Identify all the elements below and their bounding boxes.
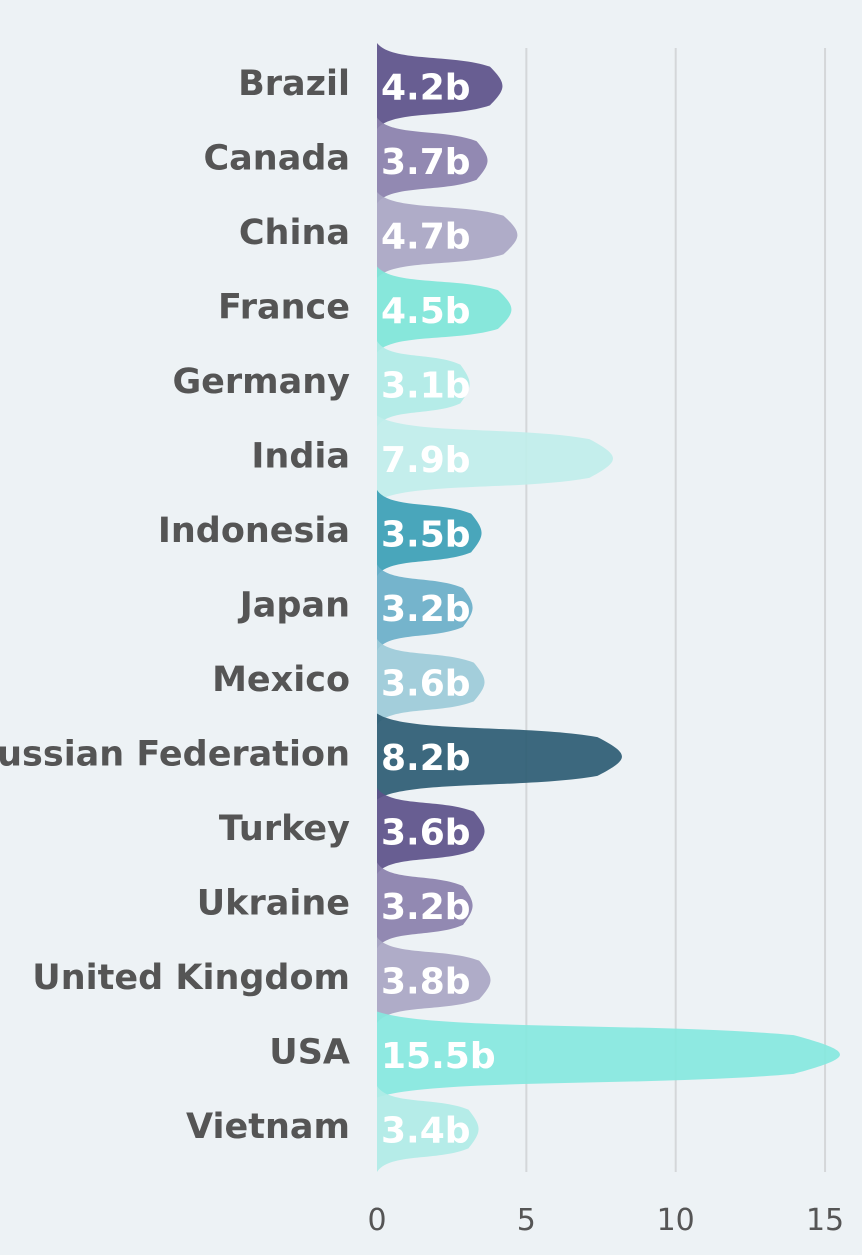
category-label-usa: USA <box>269 1033 350 1073</box>
bar-vietnam <box>377 1086 479 1172</box>
bar-china <box>377 192 518 278</box>
bar-mexico <box>377 639 485 725</box>
value-label-mexico: 3.6b <box>381 664 471 705</box>
category-label-japan: Japan <box>238 586 350 626</box>
value-label-russian-federation: 8.2b <box>381 738 471 779</box>
category-label-united-kingdom: United Kingdom <box>32 958 350 998</box>
value-label-indonesia: 3.5b <box>381 515 471 556</box>
category-label-brazil: Brazil <box>238 64 350 104</box>
value-label-india: 7.9b <box>381 440 471 481</box>
value-label-ukraine: 3.2b <box>381 887 471 928</box>
x-axis-ticks: 0 5 10 15 <box>367 1203 844 1238</box>
x-tick-label-0: 0 <box>367 1203 386 1238</box>
bar-germany <box>377 341 470 427</box>
value-label-germany: 3.1b <box>381 366 471 407</box>
bar-usa <box>377 1011 840 1098</box>
value-label-united-kingdom: 3.8b <box>381 962 471 1003</box>
category-labels: Brazil Canada China France Germany India Indon… <box>0 64 350 1147</box>
bar-canada <box>377 117 488 204</box>
bar-indonesia <box>377 490 482 576</box>
bar-india <box>377 415 613 502</box>
category-label-vietnam: Vietnam <box>186 1107 350 1147</box>
category-label-china: China <box>239 213 350 253</box>
value-label-china: 4.7b <box>381 217 471 258</box>
category-label-indonesia: Indonesia <box>158 511 350 551</box>
bar-japan <box>377 564 473 651</box>
value-label-france: 4.5b <box>381 291 471 332</box>
category-label-india: India <box>251 437 350 477</box>
value-label-canada: 3.7b <box>381 142 471 183</box>
category-label-mexico: Mexico <box>212 660 350 700</box>
x-tick-label-5: 5 <box>517 1203 536 1238</box>
category-label-france: France <box>218 288 350 328</box>
value-label-vietnam: 3.4b <box>381 1111 471 1152</box>
bar-brazil <box>377 43 503 129</box>
value-labels: 4.2b 3.7b 4.7b 4.5b 3.1b 7.9b 3.5b 3.2b 3.6b 8.2b… <box>381 68 496 1152</box>
gridlines <box>525 48 827 1172</box>
x-tick-label-10: 10 <box>657 1203 695 1238</box>
category-label-germany: Germany <box>172 362 350 402</box>
value-label-usa: 15.5b <box>381 1036 496 1077</box>
category-label-canada: Canada <box>203 139 350 179</box>
bar-turkey <box>377 788 485 874</box>
category-label-turkey: Turkey <box>219 809 350 849</box>
category-label-ukraine: Ukraine <box>197 884 350 924</box>
category-label-russian-federation: Russian Federation <box>0 735 350 775</box>
value-label-japan: 3.2b <box>381 589 471 630</box>
x-tick-label-15: 15 <box>806 1203 844 1238</box>
bar-united-kingdom <box>377 937 491 1023</box>
bar-ukraine <box>377 862 473 949</box>
value-label-turkey: 3.6b <box>381 813 471 854</box>
bars <box>377 43 840 1172</box>
value-label-brazil: 4.2b <box>381 68 471 109</box>
bar-russian-federation <box>377 713 622 800</box>
bar-france <box>377 266 512 353</box>
